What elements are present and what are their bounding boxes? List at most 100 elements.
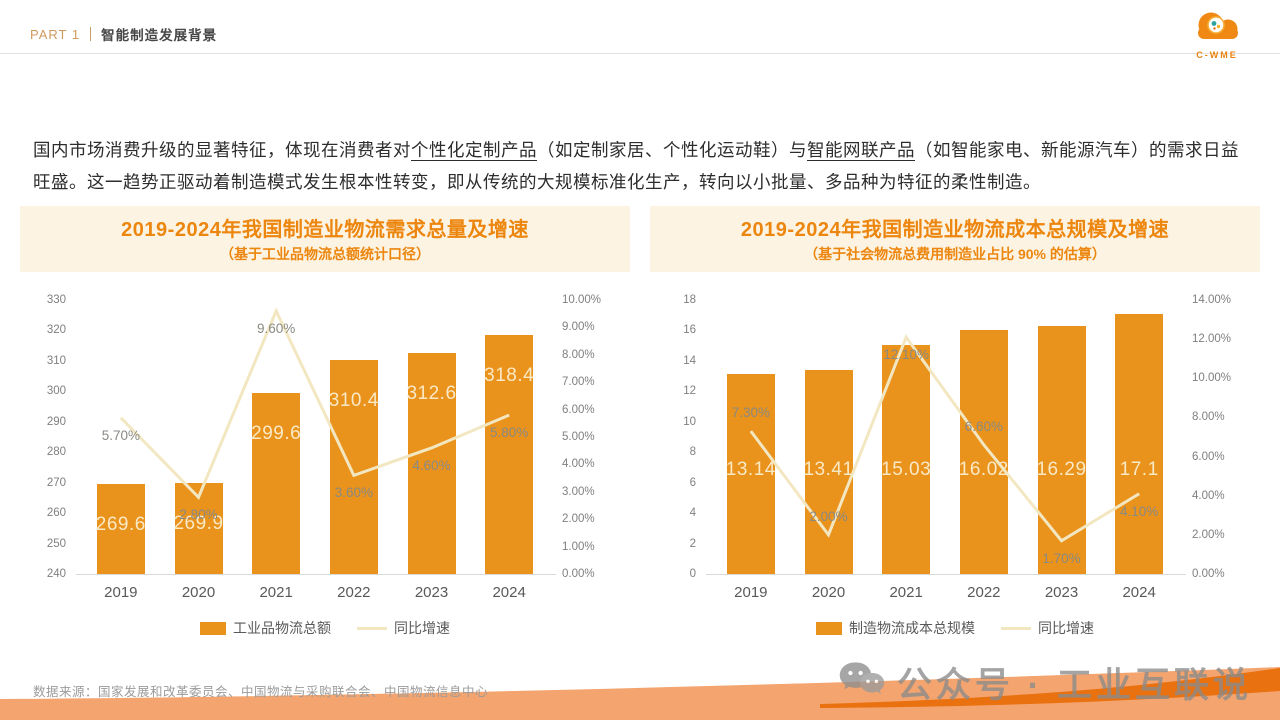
growth-pct-label: 4.10% (1120, 503, 1159, 519)
x-axis-label: 2024 (1122, 584, 1156, 601)
growth-pct-label: 5.80% (490, 425, 529, 441)
y2-axis-tick: 5.00% (562, 431, 595, 443)
growth-pct-label: 7.30% (731, 405, 770, 421)
x-axis-label: 2022 (967, 584, 1001, 601)
y2-axis-tick: 0.00% (1192, 568, 1225, 580)
y-axis-tick: 16 (683, 324, 696, 337)
bar-2024 (485, 335, 534, 574)
chart-logistics-cost: 2019-2024年我国制造业物流成本总规模及增速 （基于社会物流总费用制造业占… (650, 206, 1260, 638)
growth-pct-label: 4.60% (412, 457, 451, 473)
underlined-term: 智能网联产品 (807, 140, 915, 160)
section-title: 智能制造发展背景 (101, 28, 218, 43)
y-axis-tick: 260 (46, 507, 66, 520)
bar-value-label: 299.6 (251, 422, 302, 444)
intro-text: （如智能家电、新能源汽车）的需求日益旺盛。这一趋势正驱动着制造模式发生根本性转变… (33, 140, 1239, 192)
bar-value-label: 16.29 (1036, 458, 1087, 480)
bar-value-label: 312.6 (406, 382, 457, 404)
y-axis-tick: 4 (689, 507, 696, 520)
legend-label: 同比增速 (1038, 620, 1094, 636)
bar-2022 (329, 359, 378, 574)
growth-line (119, 307, 510, 500)
bar-value-label: 310.4 (328, 389, 379, 411)
chart-logistics-demand: 2019-2024年我国制造业物流需求总量及增速 （基于工业品物流总额统计口径）… (20, 206, 630, 638)
y-axis-tick: 290 (46, 415, 66, 428)
y2-axis-tick: 14.00% (1192, 294, 1232, 306)
watermark-text: 公众号 · 工业互联说 (896, 666, 1252, 705)
x-axis-line (76, 574, 556, 575)
charts-row: 2019-2024年我国制造业物流需求总量及增速 （基于工业品物流总额统计口径）… (0, 206, 1280, 638)
growth-pct-label: 5.70% (101, 427, 140, 443)
data-source-note: 数据来源：国家发展和改革委员会、中国物流与采购联合会、中国物流信息中心 (33, 685, 489, 699)
y-axis-tick: 330 (46, 294, 66, 306)
y2-axis-tick: 8.00% (1192, 411, 1225, 424)
wechat-icon (837, 659, 887, 706)
chart-title-banner: 2019-2024年我国制造业物流需求总量及增速 （基于工业品物流总额统计口径） (20, 206, 630, 272)
y-axis-tick: 10 (683, 415, 696, 428)
growth-pct-label: 1.70% (1042, 550, 1081, 566)
x-axis-label: 2024 (492, 584, 526, 601)
bar-2020 (804, 369, 853, 574)
y2-axis-tick: 8.00% (562, 348, 595, 361)
y-axis-tick: 6 (689, 476, 696, 489)
y-axis-tick: 8 (689, 446, 696, 459)
bar-2021 (882, 345, 931, 574)
y2-axis-tick: 9.00% (562, 321, 595, 334)
y2-axis-tick: 10.00% (562, 294, 602, 306)
bar-value-label: 13.41 (803, 458, 854, 480)
x-axis-label: 2019 (104, 584, 138, 601)
y-axis-tick: 12 (683, 385, 696, 398)
y2-axis-tick: 10.00% (1192, 372, 1232, 385)
line-swatch-icon (357, 626, 387, 630)
x-axis-label: 2020 (811, 584, 846, 601)
header-breadcrumb: PART 1 智能制造发展背景 (30, 24, 217, 44)
bar-value-label: 269.6 (95, 513, 146, 535)
header: PART 1 智能制造发展背景 C-WME (0, 0, 1280, 60)
y-axis-tick: 2 (689, 537, 696, 550)
intro-text: 国内市场消费升级的显著特征，体现在消费者对 (33, 140, 411, 160)
y2-axis-tick: 2.00% (562, 513, 595, 526)
y2-axis-tick: 4.00% (562, 458, 595, 471)
x-axis-line (706, 574, 1186, 575)
y-axis-tick: 18 (683, 294, 696, 306)
intro-paragraph: 国内市场消费升级的显著特征，体现在消费者对个性化定制产品（如定制家居、个性化运动… (33, 134, 1247, 198)
growth-pct-label: 3.60% (334, 485, 373, 501)
divider (90, 27, 92, 41)
growth-pct-label: 9.60% (257, 320, 296, 336)
chart-title: 2019-2024年我国制造业物流需求总量及增速 (121, 219, 529, 241)
underlined-term: 个性化定制产品 (411, 140, 537, 160)
x-axis-label: 2023 (1044, 584, 1079, 601)
part-label: PART 1 (30, 26, 81, 42)
bar-value-label: 318.4 (484, 365, 535, 387)
bar-value-label: 13.14 (725, 458, 776, 480)
growth-pct-label: 2.00% (809, 508, 848, 524)
intro-text: （如定制家居、个性化运动鞋）与 (537, 140, 807, 160)
bottom-swoosh-decoration (0, 667, 1280, 720)
logo-text: C-WME (1196, 50, 1238, 60)
bar-2022 (959, 330, 1008, 574)
legend-item-line: 同比增速 (1001, 618, 1094, 638)
cloud-logo-icon (1186, 8, 1248, 53)
x-axis-label: 2021 (889, 584, 923, 601)
y2-axis-tick: 6.00% (1192, 450, 1225, 463)
x-axis-label: 2020 (181, 584, 216, 601)
bar-value-label: 16.02 (958, 458, 1009, 480)
legend-item-bars: 工业品物流总额 (200, 618, 331, 638)
x-axis-label: 2019 (734, 584, 768, 601)
y2-axis-tick: 3.00% (562, 485, 595, 498)
chart-title-banner: 2019-2024年我国制造业物流成本总规模及增速 （基于社会物流总费用制造业占… (650, 206, 1260, 272)
chart-subtitle: （基于工业品物流总额统计口径） (220, 246, 430, 262)
bar-2023 (407, 352, 456, 574)
y-axis-tick: 240 (46, 568, 66, 580)
legend-label: 同比增速 (394, 620, 450, 636)
line-swatch-icon (1001, 626, 1031, 630)
y2-axis-tick: 4.00% (1192, 489, 1225, 502)
y2-axis-tick: 1.00% (562, 540, 595, 553)
chart-plot-area: 330 320 310 300 290 280 270 260 250 240 10.00% 9.00… (20, 288, 630, 610)
chart-subtitle: （基于社会物流总费用制造业占比 90% 的估算） (804, 246, 1106, 262)
x-axis-label: 2022 (337, 584, 371, 601)
y2-axis-tick: 0.00% (562, 568, 595, 580)
bar-2024 (1115, 313, 1164, 574)
growth-pct-label: 2.80% (179, 507, 218, 523)
y-axis-tick: 0 (689, 568, 696, 580)
x-axis-label: 2023 (414, 584, 449, 601)
